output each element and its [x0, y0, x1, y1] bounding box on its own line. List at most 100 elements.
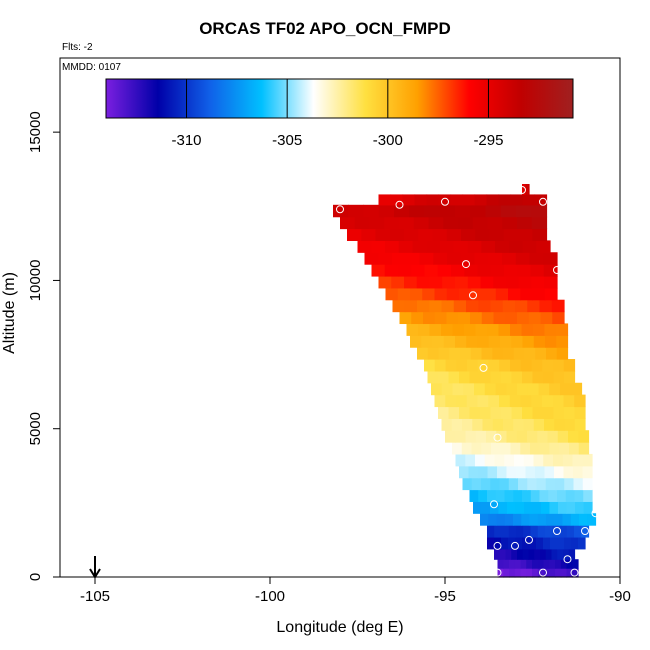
heatmap-cell: [473, 501, 483, 514]
heatmap-cell: [500, 442, 512, 455]
heatmap-cell: [477, 264, 492, 277]
heatmap-cell: [542, 394, 554, 408]
heatmap-cell: [555, 477, 565, 491]
heatmap-cell: [545, 477, 556, 491]
heatmap-cell: [533, 335, 546, 348]
heatmap-cell: [566, 525, 575, 538]
heatmap-cell: [501, 525, 510, 538]
heatmap-cell: [470, 204, 487, 218]
heatmap-cell: [554, 418, 566, 431]
heatmap-cell: [461, 228, 476, 241]
heatmap-cell: [556, 335, 569, 348]
heatmap-cell: [554, 465, 565, 479]
heatmap-cell: [559, 442, 570, 455]
heatmap-cell: [398, 240, 414, 253]
heatmap-cell: [481, 240, 496, 253]
heatmap-cell: [583, 501, 593, 514]
heatmap-cell: [465, 430, 477, 443]
heatmap-cell: [472, 216, 489, 230]
heatmap-cell: [384, 216, 400, 230]
heatmap-cell: [498, 194, 512, 206]
heatmap-cell: [432, 335, 445, 348]
sample-point: [553, 266, 561, 274]
heatmap-cell: [494, 548, 501, 560]
heatmap-cell: [527, 477, 538, 491]
heatmap-cell: [481, 442, 492, 455]
heatmap-cell: [495, 382, 507, 396]
heatmap-cell: [466, 394, 479, 408]
heatmap-cell: [509, 559, 516, 569]
heatmap-cell: [557, 430, 569, 443]
heatmap-cell: [486, 194, 500, 206]
heatmap-cell: [510, 442, 521, 455]
sample-point: [539, 197, 547, 206]
heatmap-cell: [434, 394, 446, 408]
heatmap-cell: [556, 347, 569, 360]
heatmap-cell: [523, 525, 532, 538]
heatmap-cell: [453, 240, 469, 253]
heatmap-cell: [427, 347, 440, 360]
heatmap-cell: [487, 323, 500, 336]
heatmap-cell: [549, 442, 560, 455]
heatmap-cell: [488, 252, 503, 265]
heatmap-cell: [574, 525, 582, 538]
heatmap-cell: [572, 559, 579, 569]
heatmap-cell: [518, 275, 533, 289]
heatmap-cell: [452, 323, 465, 336]
x-tick-label: -100: [255, 588, 285, 605]
colorbar-ticks: -310 -305 -300 -295: [172, 79, 503, 149]
sample-point: [493, 568, 502, 577]
heatmap-cell: [564, 406, 576, 419]
heatmap-cell: [545, 525, 553, 538]
heatmap-cell: [399, 311, 412, 325]
heatmap-cell: [539, 299, 553, 313]
heatmap-cell: [513, 513, 522, 526]
heatmap-cell: [546, 347, 558, 360]
heatmap-cell: [493, 275, 507, 289]
heatmap-cell: [514, 559, 522, 569]
heatmap-cell: [517, 311, 530, 325]
sample-point: [581, 527, 589, 535]
heatmap-cell: [487, 536, 495, 550]
heatmap-cell: [522, 240, 537, 253]
heatmap-cell: [445, 430, 456, 443]
heatmap-cell: [560, 559, 568, 569]
heatmap-cell: [488, 394, 500, 408]
heatmap-cell: [508, 240, 524, 253]
heatmap-cell: [452, 442, 463, 455]
x-axis-title: Longitude (deg E): [276, 619, 403, 636]
heatmap-cell: [543, 264, 558, 277]
heatmap-cell: [429, 275, 443, 289]
heatmap-cell: [483, 287, 497, 301]
sample-point: [563, 555, 572, 564]
heatmap-cell: [461, 442, 473, 455]
heatmap-cell: [477, 359, 490, 372]
heatmap-cell: [475, 430, 487, 443]
heatmap-cell: [532, 501, 542, 514]
heatmap-cell: [522, 536, 530, 550]
heatmap-cell: [532, 287, 546, 301]
heatmap-cell: [569, 442, 580, 455]
heatmap-cell: [456, 359, 468, 372]
heatmap-cell: [411, 311, 424, 325]
heatmap-cell: [543, 370, 555, 384]
heatmap-cell: [441, 299, 455, 313]
heatmap-cell: [462, 194, 476, 206]
sample-point: [493, 433, 502, 442]
heatmap-cell: [509, 394, 522, 408]
heatmap-cell: [563, 548, 570, 560]
heatmap-cell: [516, 430, 528, 443]
heatmap-cell: [579, 513, 588, 526]
heatmap-cell: [571, 536, 579, 550]
y-axis-title: Altitude (m): [1, 272, 18, 354]
heatmap-cell: [481, 501, 491, 514]
heatmap-cell: [545, 335, 557, 348]
heatmap-cell: [466, 299, 479, 313]
heatmap-cell: [537, 430, 549, 443]
heatmap-cell: [533, 453, 544, 467]
heatmap-cell: [503, 559, 510, 569]
heatmap-cell: [495, 489, 506, 502]
heatmap-cell: [398, 264, 412, 277]
heatmap-cell: [465, 453, 476, 467]
heatmap-cell: [468, 465, 479, 479]
